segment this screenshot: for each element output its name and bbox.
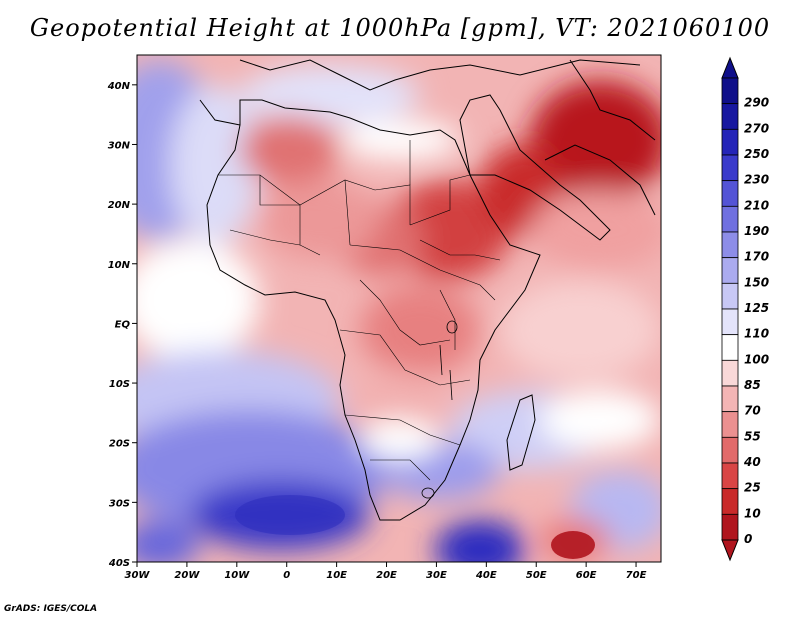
colorbar-label: 150 xyxy=(744,275,769,289)
lat-tick-label: 30S xyxy=(109,498,130,509)
lon-tick-label: 20W xyxy=(174,570,200,581)
lon-tick-label: 20E xyxy=(376,570,397,581)
colorbar: 0 10 25 40 55 70 85 100 110 125 150 170 190 210 230 250… xyxy=(721,56,769,562)
lon-tick-label: 50E xyxy=(526,570,547,581)
grads-credit: GrADS: IGES/COLA xyxy=(4,604,98,614)
lat-tick-label: 40S xyxy=(108,558,130,569)
colorbar-label: 0 xyxy=(744,532,752,546)
longitude-ticks: 30W 20W 10W 0 10E 20E 30E 40E 50E 60E 70E xyxy=(125,562,647,581)
map-title: Geopotential Height at 1000hPa [gpm], VT… xyxy=(29,14,771,42)
lat-tick-label: 10N xyxy=(108,260,131,271)
colorbar-label: 170 xyxy=(744,250,769,264)
colorbar-label: 230 xyxy=(744,173,769,187)
colorbar-swatch xyxy=(721,128,739,156)
colorbar-label: 85 xyxy=(744,378,761,392)
colorbar-swatch xyxy=(721,180,739,207)
colorbar-swatch xyxy=(721,411,739,438)
lat-tick-label: 20N xyxy=(108,200,131,211)
colorbar-label: 290 xyxy=(744,96,769,110)
colorbar-swatch xyxy=(721,436,739,464)
colorbar-swatch xyxy=(721,154,739,182)
colorbar-swatch xyxy=(721,282,739,310)
colorbar-swatch xyxy=(721,513,739,541)
colorbar-label: 270 xyxy=(744,121,769,135)
colorbar-swatch xyxy=(721,359,739,387)
lat-tick-label: 40N xyxy=(107,81,131,92)
lat-tick-label: 10S xyxy=(109,379,130,390)
coastlines xyxy=(199,59,656,521)
map-frame xyxy=(136,54,662,563)
lon-tick-label: 60E xyxy=(576,570,597,581)
lon-tick-label: 0 xyxy=(283,570,290,581)
colorbar-swatch xyxy=(721,334,739,361)
colorbar-arrow-bottom xyxy=(721,539,739,562)
colorbar-label: 125 xyxy=(744,301,769,315)
lon-tick-label: 30W xyxy=(125,570,151,581)
colorbar-swatch xyxy=(721,308,739,336)
colorbar-swatch xyxy=(721,231,739,259)
colorbar-swatch xyxy=(721,488,739,515)
latitude-ticks: 40N 30N 20N 10N EQ 10S 20S 30S 40S xyxy=(107,81,137,569)
height-field xyxy=(137,55,661,562)
lon-tick-label: 70E xyxy=(626,570,647,581)
colorbar-label: 55 xyxy=(744,429,761,443)
colorbar-swatch xyxy=(721,257,739,284)
colorbar-label: 40 xyxy=(743,455,761,469)
colorbar-label: 70 xyxy=(744,404,761,418)
colorbar-swatch xyxy=(721,462,739,490)
lat-tick-label: EQ xyxy=(115,319,131,330)
colorbar-swatch xyxy=(721,103,739,130)
lon-tick-label: 30E xyxy=(426,570,447,581)
lat-tick-label: 30N xyxy=(108,140,131,151)
colorbar-label: 210 xyxy=(744,198,769,212)
lon-tick-label: 40E xyxy=(475,570,497,581)
country-borders xyxy=(218,140,501,481)
colorbar-label: 100 xyxy=(744,352,769,366)
colorbar-label: 110 xyxy=(744,327,769,341)
colorbar-label: 25 xyxy=(744,481,761,495)
colorbar-swatch xyxy=(721,77,739,105)
colorbar-swatch xyxy=(721,385,739,413)
colorbar-label: 190 xyxy=(744,224,769,238)
lon-tick-label: 10E xyxy=(326,570,347,581)
lat-tick-label: 20S xyxy=(109,439,130,450)
colorbar-arrow-top xyxy=(721,56,739,79)
lakes xyxy=(421,320,458,499)
lon-tick-label: 10W xyxy=(224,570,250,581)
colorbar-swatch xyxy=(721,205,739,233)
colorbar-label: 250 xyxy=(744,147,769,161)
colorbar-label: 10 xyxy=(744,506,761,520)
